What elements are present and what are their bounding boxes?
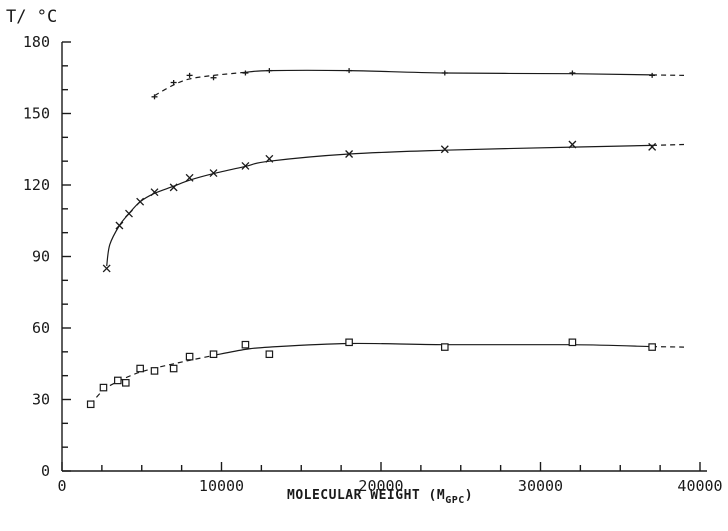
y-tick-label: 30	[32, 391, 50, 409]
square-marker	[151, 368, 157, 374]
plus-marker	[211, 75, 217, 80]
cross-marker	[125, 210, 132, 217]
x-axis-label: MOLECULAR WEIGHT (MGPC)	[287, 488, 473, 506]
cross-marker	[441, 146, 448, 153]
cross-marker	[116, 222, 123, 229]
series-1-dashed-end	[652, 145, 684, 146]
y-axis-title: T/ °C	[6, 7, 57, 27]
series-0-dashed-end	[652, 75, 684, 76]
series-markers	[88, 68, 656, 407]
plus-marker	[187, 73, 193, 78]
square-marker	[186, 353, 192, 359]
square-marker	[210, 351, 216, 357]
plus-marker	[569, 70, 575, 75]
x-tick-label: 30000	[518, 477, 563, 495]
square-marker	[266, 351, 272, 357]
x-axis-title: MOLECULAR WEIGHT (MGPC)	[287, 488, 473, 506]
series-0-dashed-start	[155, 72, 246, 95]
y-tick-label: 150	[23, 105, 50, 123]
series-curves	[91, 70, 684, 404]
series-2-line	[214, 343, 653, 355]
x-tick-label: 40000	[677, 477, 722, 495]
y-tick-label: 60	[32, 319, 50, 337]
square-marker	[346, 339, 352, 345]
series-1-line	[107, 145, 652, 266]
square-marker	[137, 365, 143, 371]
square-marker	[442, 344, 448, 350]
plus-marker	[242, 70, 248, 75]
square-marker	[88, 401, 94, 407]
x-axis-label-close: )	[465, 488, 473, 503]
series-2-dashed-end	[652, 347, 684, 348]
series-2-dashed-start	[91, 355, 214, 404]
square-marker	[123, 380, 129, 386]
plus-marker	[346, 68, 352, 73]
square-marker	[569, 339, 575, 345]
x-tick-label: 10000	[199, 477, 244, 495]
plot-axes	[62, 42, 707, 471]
y-axis-label: T/ °C	[6, 7, 57, 27]
x-axis-label-main: MOLECULAR WEIGHT (M	[287, 488, 445, 503]
cross-marker	[649, 143, 656, 150]
cross-marker	[137, 198, 144, 205]
y-tick-label: 90	[32, 248, 50, 266]
series-0-line	[245, 70, 652, 75]
square-marker	[100, 384, 106, 390]
x-tick-label: 0	[57, 477, 66, 495]
square-marker	[649, 344, 655, 350]
square-marker	[170, 365, 176, 371]
y-tick-label: 120	[23, 176, 50, 194]
plus-marker	[171, 80, 177, 85]
plus-marker	[266, 68, 272, 73]
square-marker	[115, 377, 121, 383]
y-tick-label: 180	[23, 33, 50, 51]
plus-marker	[649, 73, 655, 78]
y-tick-label: 0	[41, 462, 50, 480]
plus-marker	[442, 70, 448, 75]
square-marker	[242, 341, 248, 347]
x-axis-label-subscript: GPC	[445, 495, 465, 506]
